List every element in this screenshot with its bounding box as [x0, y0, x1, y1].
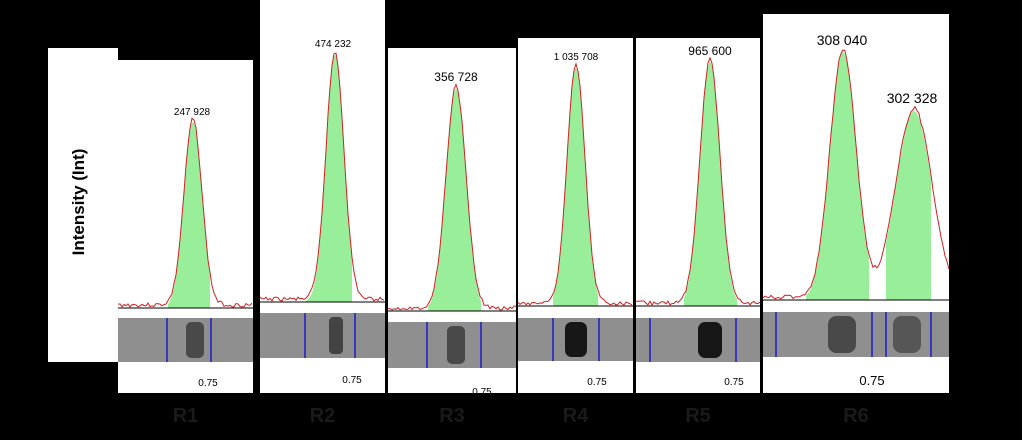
tick-label: 0.75: [859, 373, 884, 388]
gel-band: [329, 317, 343, 354]
tick-label: 0.75: [472, 387, 492, 398]
lane-label: R2: [310, 405, 336, 427]
gel-band: [893, 316, 921, 353]
peak-value-label: 474 232: [315, 39, 352, 50]
panel-r3: 356 728 0.75 R3: [387, 48, 517, 427]
gel-strip: [260, 313, 385, 358]
peak-value-label: 247 928: [174, 107, 211, 118]
gel-band: [565, 322, 587, 357]
tick-label: 0.75: [587, 377, 607, 388]
panel-r4: 1 035 708 0.75 R4: [517, 38, 633, 427]
lane-label: R6: [843, 405, 869, 427]
peak-fill: [806, 51, 869, 301]
panel-r1: 247 928 0.75 R1: [117, 60, 253, 427]
tick-label: 0.75: [198, 378, 218, 389]
panel-r2: 474 232 0.75 R2: [259, 0, 385, 427]
peak-value-label: 1 035 708: [554, 52, 599, 63]
gel-band: [828, 316, 856, 353]
y-label-panel: [48, 48, 118, 362]
panels-group: 247 928 0.75 R1 474 232 0.75 R2 356 728 0.75 R3 1…: [117, 0, 950, 427]
panel-r5: 965 600 0.75 R5: [636, 38, 761, 427]
peak-fill: [684, 62, 737, 306]
tick-label: 0.75: [342, 375, 362, 386]
profile-line: [762, 49, 950, 300]
lane-label: R5: [685, 405, 711, 427]
y-axis-label: Intensity (Int): [69, 149, 88, 256]
gel-band: [698, 322, 722, 358]
gel-strip: [118, 318, 253, 362]
lane-label: R1: [173, 405, 199, 427]
peak-value-label: 356 728: [434, 70, 478, 84]
profile-line: [117, 117, 253, 308]
profile-line: [387, 82, 517, 311]
peak-value-label: 308 040: [817, 32, 868, 48]
peak-fill: [886, 111, 931, 300]
gel-band: [186, 322, 204, 358]
gel-band: [447, 326, 465, 364]
profile-line: [517, 61, 633, 306]
lane-label: R3: [439, 405, 465, 427]
profile-line: [259, 52, 385, 302]
tick-label: 0.75: [724, 377, 744, 388]
peak-fill: [306, 55, 352, 302]
peak-value-label: 302 328: [887, 90, 938, 106]
peak-fill: [428, 89, 481, 311]
peak-fill: [553, 68, 598, 306]
profile-line: [636, 56, 761, 306]
lane-label: R4: [563, 405, 589, 427]
panel-r6: 308 040 302 328 0.75 R6: [762, 14, 950, 427]
peak-value-label: 965 600: [688, 44, 732, 58]
